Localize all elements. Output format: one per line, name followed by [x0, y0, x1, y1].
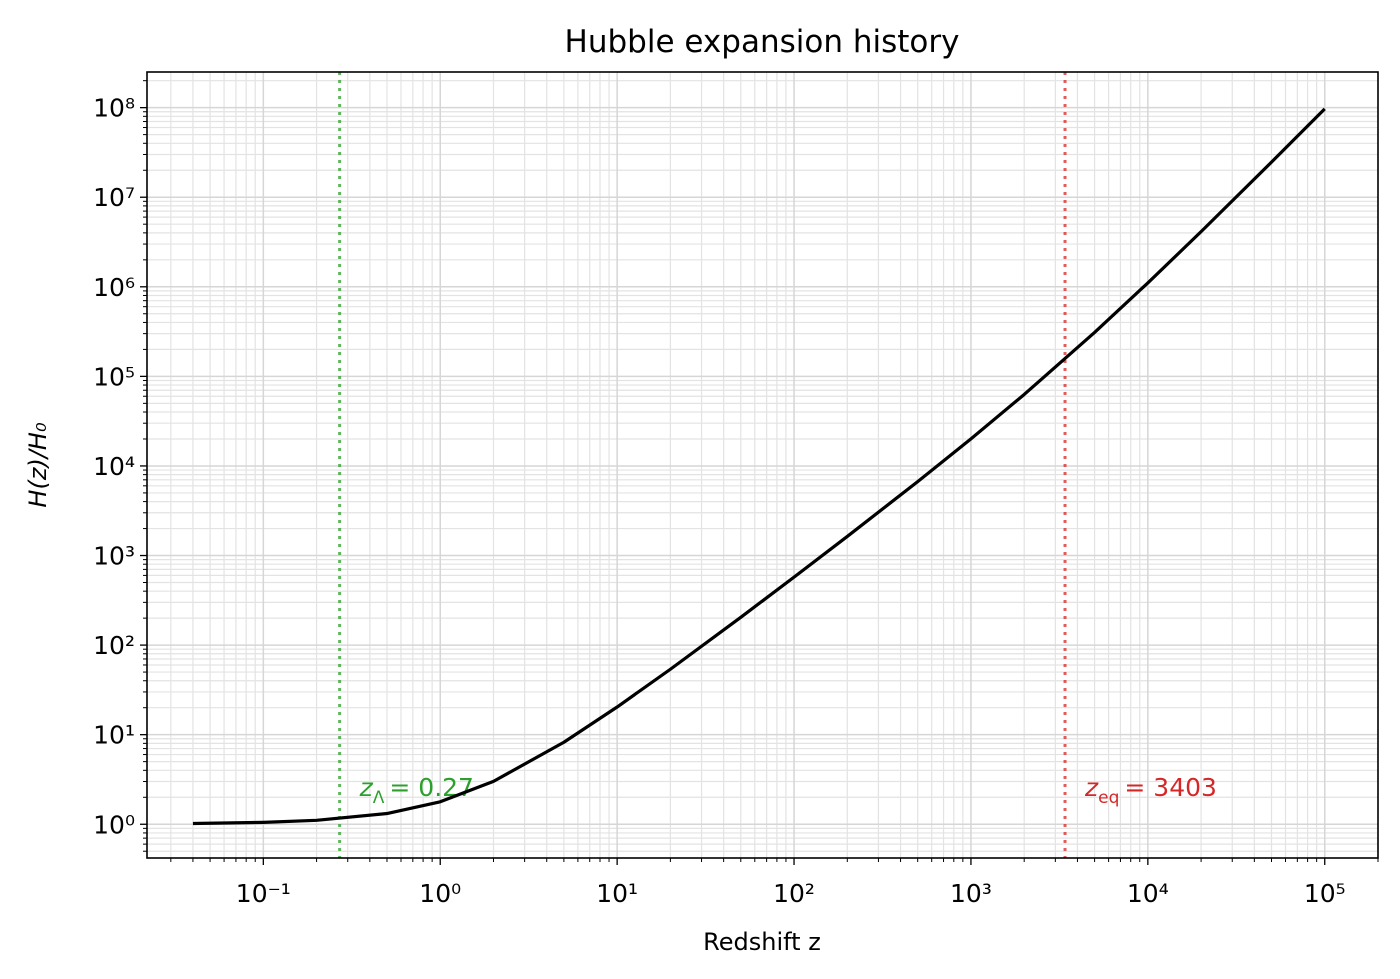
x-axis-label: Redshift z: [703, 928, 821, 956]
y-tick-label: 10²: [93, 631, 135, 660]
data-line: [192, 107, 1326, 826]
y-tick-label: 10⁸: [93, 94, 135, 123]
y-tick-label: 10⁴: [93, 452, 135, 481]
x-tick-label: 10³: [950, 879, 992, 908]
x-tick-label: 10⁵: [1304, 879, 1346, 908]
y-axis-label: H(z)/H₀: [24, 422, 52, 508]
x-tick-label: 10⁻¹: [236, 879, 291, 908]
y-tick-label: 10¹: [93, 721, 135, 750]
x-tick-label: 10⁰: [419, 879, 461, 908]
annotation-rest: = 0.27: [389, 773, 474, 802]
y-tick-label: 10⁷: [93, 183, 135, 212]
annotation-sub: Λ: [373, 788, 385, 808]
annotation: zΛ = 0.27: [359, 773, 474, 808]
annotation-var: z: [359, 773, 374, 802]
annotation: zeq = 3403: [1084, 773, 1217, 808]
annotation-sub: eq: [1098, 788, 1119, 808]
x-tick-label: 10⁴: [1127, 879, 1169, 908]
plot-frame: [146, 71, 1379, 859]
y-tick-label: 10⁵: [93, 362, 135, 391]
y-tick-label: 10³: [93, 542, 135, 571]
x-tick-label: 10¹: [596, 879, 638, 908]
y-tick-label: 10⁰: [93, 810, 135, 839]
x-tick-label: 10²: [773, 879, 815, 908]
annotation-var: z: [1084, 773, 1099, 802]
annotation-rest: = 3403: [1124, 773, 1217, 802]
y-tick-label: 10⁶: [93, 273, 135, 302]
chart-title: Hubble expansion history: [565, 24, 960, 60]
